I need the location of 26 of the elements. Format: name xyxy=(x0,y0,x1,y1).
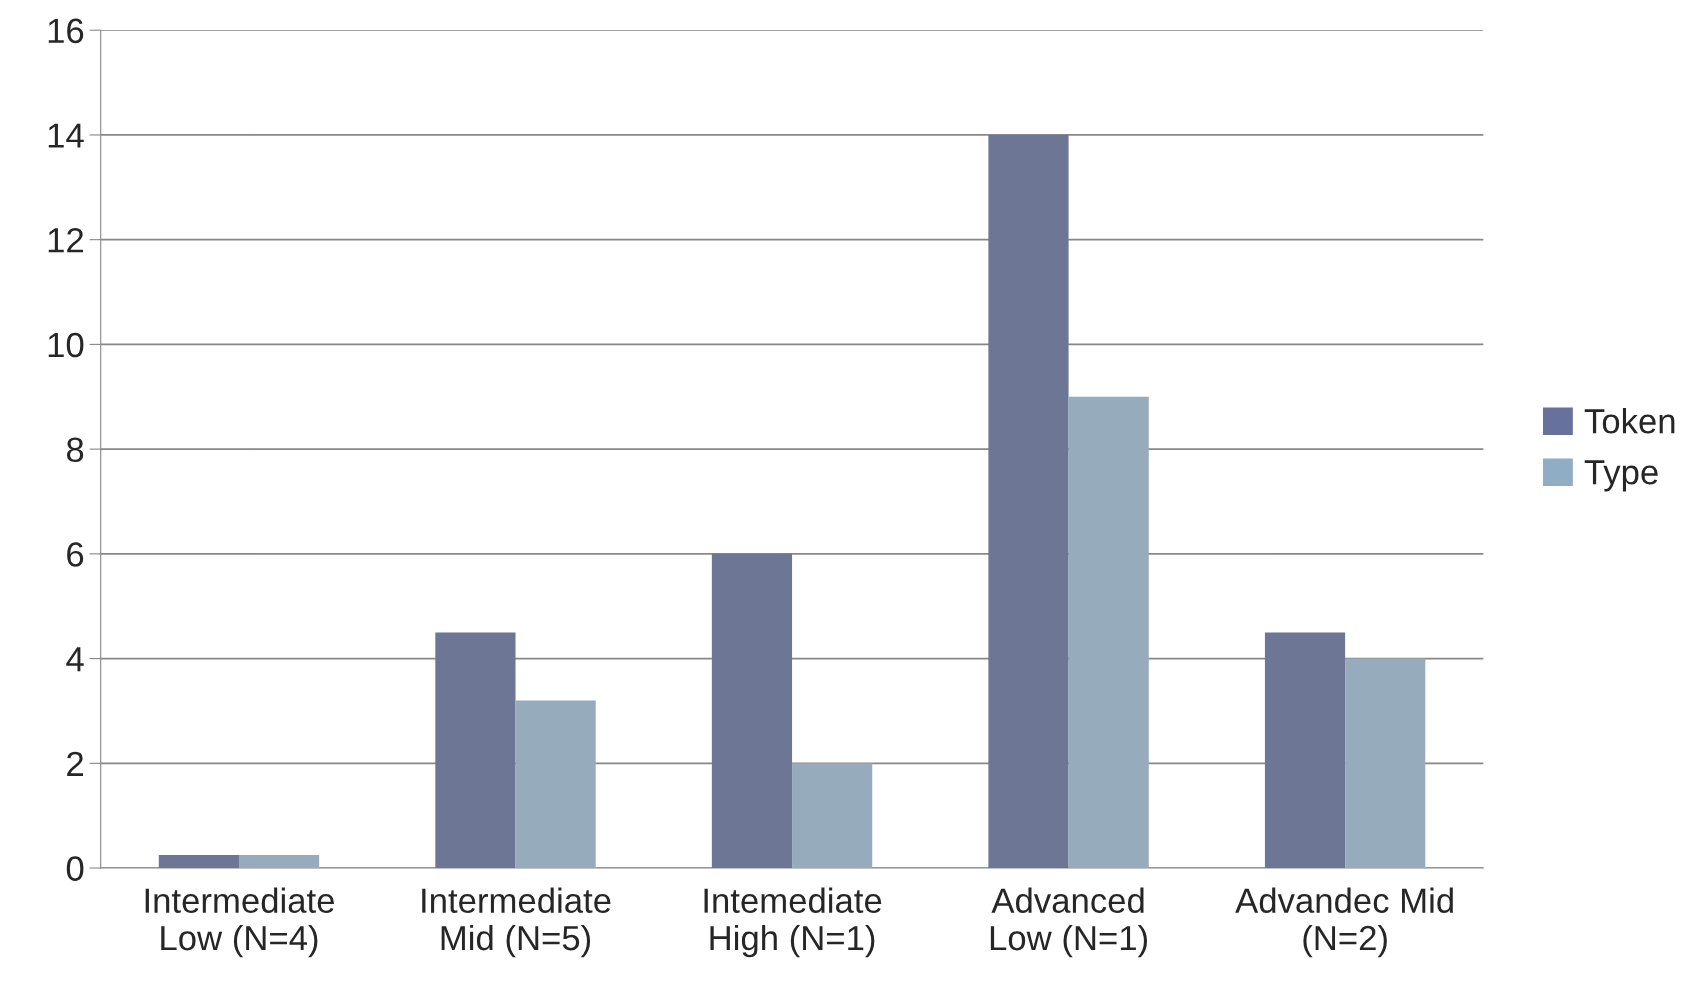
bar xyxy=(1345,658,1426,869)
x-tick-label: Advanced Low (N=1) xyxy=(990,887,1147,958)
bar xyxy=(711,553,793,869)
x-tick-label: Intermediate Low (N=4) xyxy=(145,887,334,958)
x-tick-label: Intemediate High (N=1) xyxy=(704,887,882,958)
x-tick-label: Intermediate Mid (N=5) xyxy=(422,887,611,958)
legend-label: Type xyxy=(1584,460,1658,492)
bar xyxy=(988,134,1069,869)
bar xyxy=(1264,632,1346,869)
bar xyxy=(435,632,516,869)
y-tick-label: 6 xyxy=(67,542,84,567)
y-tick-label: 10 xyxy=(48,332,84,358)
bar xyxy=(515,700,596,869)
x-tick-label: Advandec Mid (N=2) xyxy=(1235,887,1453,958)
y-tick-label: 16 xyxy=(48,18,84,44)
bar xyxy=(792,763,873,869)
bar xyxy=(158,854,239,869)
y-tick-label: 0 xyxy=(66,856,84,881)
y-tick-label: 12 xyxy=(48,228,83,253)
y-tick-label: 4 xyxy=(66,647,84,672)
bar xyxy=(238,854,320,869)
bar xyxy=(1068,396,1149,869)
y-tick-label: 8 xyxy=(66,437,84,463)
y-tick-label: 2 xyxy=(67,751,83,776)
legend-label: Token xyxy=(1584,408,1675,434)
y-tick-label: 14 xyxy=(48,123,84,148)
